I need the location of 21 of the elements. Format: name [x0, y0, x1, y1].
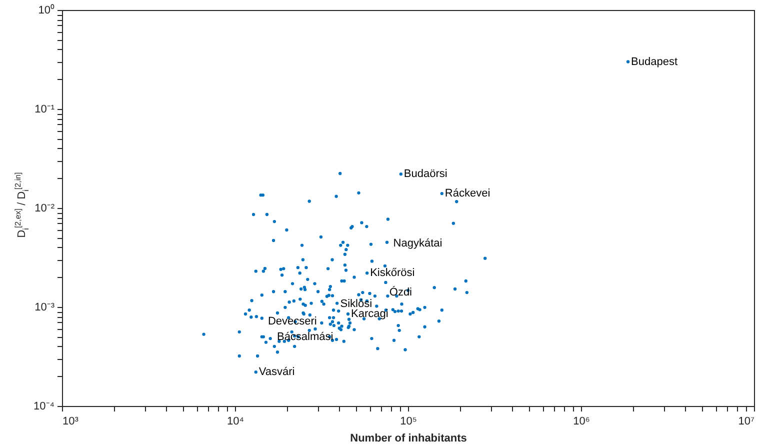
annotation: Kiskőrösi	[370, 267, 415, 280]
x-axis-title: Number of inhabitants	[350, 432, 467, 444]
annotation: Budapest	[631, 56, 678, 68]
x-tick-label: 10⁵	[400, 416, 417, 428]
y-tick-label: 10⁻⁴	[34, 400, 55, 412]
y-tick-label: 10⁻²	[34, 202, 55, 214]
y-tick-label: 10⁻³	[34, 302, 55, 314]
annotation: Ózdi	[389, 286, 412, 299]
y-tick-label: 10⁰	[38, 4, 54, 16]
y-tick-label: 10⁻¹	[34, 104, 55, 116]
annotation: Vasvári	[258, 366, 295, 378]
x-tick-label: 10⁶	[573, 416, 590, 428]
annotation: Nagykátai	[393, 237, 442, 250]
x-tick-label: 10⁷	[738, 416, 755, 428]
annotation: Karcagi	[351, 308, 388, 320]
annotation: Ráckevei	[444, 188, 490, 200]
x-tick-label: 10⁴	[227, 416, 244, 428]
x-tick-label: 10³	[62, 416, 79, 428]
annotation: Siklósi	[340, 298, 372, 310]
annotation: Budaörsi	[404, 168, 448, 180]
annotation: Devecseri	[268, 316, 317, 328]
